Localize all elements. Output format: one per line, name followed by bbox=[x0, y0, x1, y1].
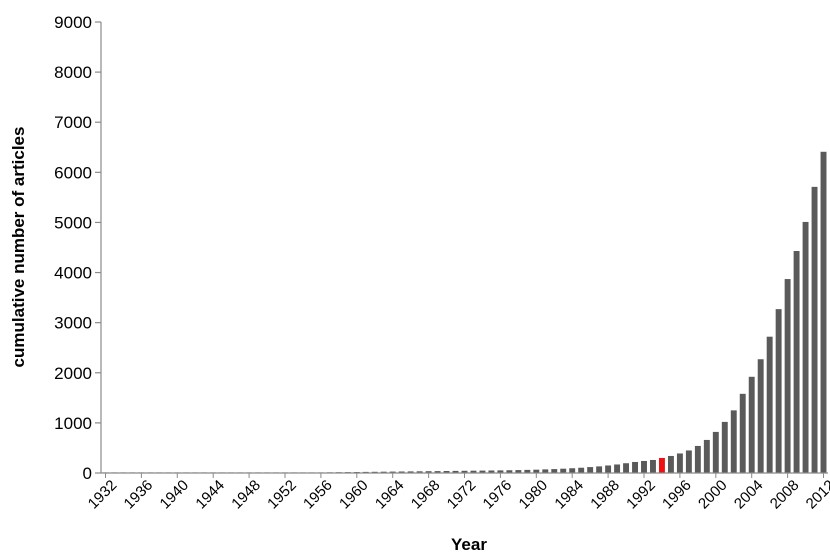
bar bbox=[380, 471, 387, 473]
bar bbox=[551, 469, 558, 473]
bar bbox=[757, 359, 764, 473]
x-tick-label: 1968 bbox=[408, 477, 444, 513]
bar bbox=[820, 151, 827, 474]
bar bbox=[542, 469, 549, 473]
bar bbox=[515, 470, 522, 473]
bar bbox=[488, 470, 495, 473]
x-tick-label: 1940 bbox=[157, 477, 193, 513]
x-tick-label: 2012 bbox=[803, 477, 830, 513]
y-tick-label: 7000 bbox=[54, 113, 92, 132]
bars-group bbox=[102, 151, 827, 474]
bar bbox=[506, 470, 513, 473]
x-tick-label: 1944 bbox=[192, 477, 228, 513]
x-tick-label: 1984 bbox=[551, 477, 587, 513]
bar bbox=[632, 461, 638, 473]
x-tick-label: 2008 bbox=[767, 477, 803, 513]
bar bbox=[596, 466, 603, 473]
bar bbox=[587, 467, 594, 473]
y-tick-label: 0 bbox=[83, 464, 92, 483]
bar bbox=[443, 471, 450, 473]
x-tick-label: 1972 bbox=[444, 477, 480, 513]
x-tick-label: 1992 bbox=[623, 477, 659, 513]
bar bbox=[614, 464, 621, 473]
bar bbox=[811, 186, 818, 473]
x-tick-label: 1980 bbox=[516, 477, 552, 513]
x-tick-label: 1988 bbox=[587, 477, 623, 513]
bar bbox=[434, 471, 441, 473]
bar bbox=[667, 455, 674, 473]
y-tick-label: 2000 bbox=[54, 364, 92, 383]
x-tick-label: 1936 bbox=[121, 477, 157, 513]
x-tick-label: 2000 bbox=[695, 477, 731, 513]
y-tick-label: 8000 bbox=[54, 63, 92, 82]
bar bbox=[389, 471, 396, 473]
bar bbox=[524, 469, 531, 473]
x-tick-label: 1996 bbox=[659, 477, 695, 513]
bar bbox=[623, 463, 630, 473]
x-tick-label: 1976 bbox=[480, 477, 516, 513]
bar bbox=[685, 450, 692, 473]
bar bbox=[650, 459, 656, 473]
bar bbox=[398, 471, 405, 473]
y-axis: 0 1000 2000 3000 4000 5000 6000 7000 8000 9000 bbox=[54, 13, 101, 483]
y-tick-label: 5000 bbox=[54, 213, 92, 232]
y-tick-label: 9000 bbox=[54, 13, 92, 32]
bar bbox=[578, 467, 585, 473]
bar bbox=[452, 470, 459, 473]
bar bbox=[407, 471, 414, 473]
bar bbox=[470, 470, 477, 473]
bar bbox=[605, 465, 612, 473]
bar bbox=[748, 376, 755, 473]
bar bbox=[694, 445, 701, 473]
bar bbox=[739, 393, 746, 473]
x-tick-label: 1948 bbox=[228, 477, 264, 513]
bar bbox=[425, 471, 432, 473]
x-tick-label: 1956 bbox=[300, 477, 336, 513]
bar bbox=[479, 470, 486, 473]
bar bbox=[802, 221, 809, 473]
y-tick-label: 3000 bbox=[54, 314, 92, 333]
bar bbox=[416, 471, 423, 473]
bar-highlighted bbox=[658, 457, 665, 473]
x-tick-label: 1952 bbox=[264, 477, 300, 513]
bar bbox=[560, 468, 567, 473]
bar bbox=[461, 470, 468, 473]
x-axis: 1932 1936 1940 1944 1948 1952 1956 1960 1964 1968… bbox=[85, 473, 830, 512]
bar bbox=[784, 279, 791, 473]
x-tick-label: 1964 bbox=[372, 477, 408, 513]
y-axis-label: cumulative number of articles bbox=[9, 127, 28, 368]
y-tick-label: 1000 bbox=[54, 414, 92, 433]
bar bbox=[721, 421, 728, 473]
bar bbox=[766, 336, 773, 473]
y-tick-label: 6000 bbox=[54, 163, 92, 182]
bar bbox=[641, 460, 647, 473]
bar bbox=[775, 309, 782, 473]
bar bbox=[676, 453, 683, 473]
x-tick-label: 2004 bbox=[731, 477, 767, 513]
bar bbox=[703, 439, 710, 473]
bar bbox=[712, 431, 719, 473]
x-tick-label: 1960 bbox=[336, 477, 372, 513]
y-tick-label: 4000 bbox=[54, 264, 92, 283]
bar bbox=[497, 470, 504, 473]
bar bbox=[793, 251, 800, 473]
bar bbox=[730, 410, 737, 473]
bar bbox=[533, 469, 540, 473]
x-axis-label: Year bbox=[451, 535, 487, 553]
bar bbox=[569, 468, 576, 473]
